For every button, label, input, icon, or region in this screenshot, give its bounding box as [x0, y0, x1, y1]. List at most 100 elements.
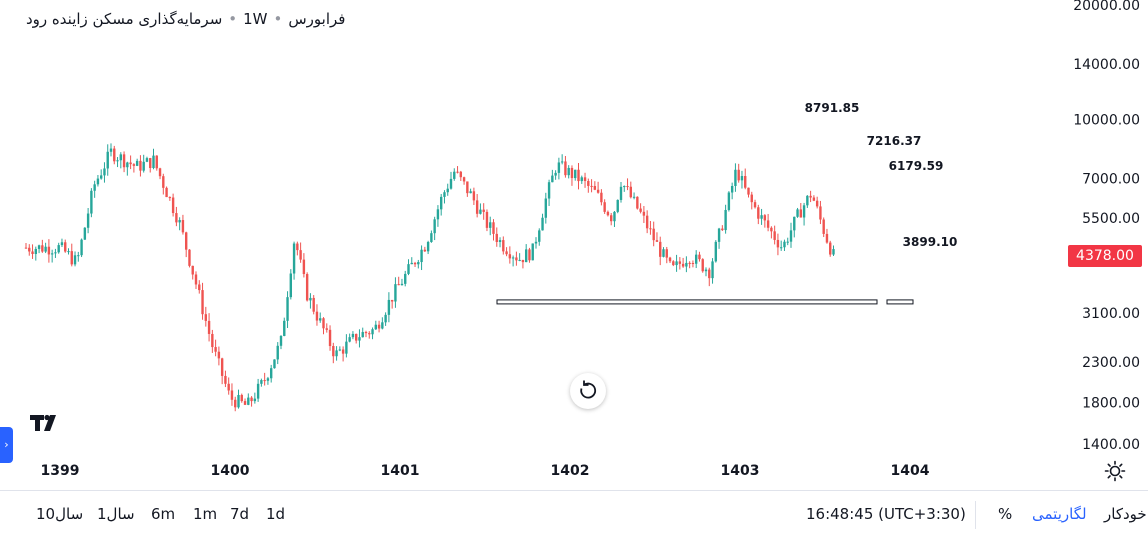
support-line-handle[interactable] [886, 299, 914, 305]
candle-body [626, 186, 629, 188]
legend-exchange: فرابورس [288, 10, 346, 28]
candle-body [181, 220, 185, 233]
candle-body [332, 346, 335, 357]
price-chart[interactable]: 20000.00 14000.00 10000.00 7000.00 5500.00 31… [0, 0, 1148, 490]
candle-body [341, 349, 345, 354]
candle-body [188, 249, 191, 266]
candle-body [668, 257, 672, 262]
candle-body [191, 265, 194, 275]
candle-body [103, 168, 106, 176]
tradingview-logo[interactable] [22, 405, 68, 441]
candle-body [796, 209, 799, 217]
last-price-tag: 4378.00 [1068, 245, 1142, 267]
reset-chart-button[interactable] [570, 373, 606, 409]
candle-body [541, 217, 544, 231]
candle-body [642, 211, 646, 216]
candle-body [184, 232, 188, 250]
percent-scale-toggle[interactable]: % [998, 505, 1013, 523]
candle-body [309, 297, 312, 301]
candle-body [214, 347, 217, 352]
y-axis[interactable]: 20000.00 14000.00 10000.00 7000.00 5500.00 31… [1073, 0, 1140, 453]
candle-body [649, 228, 652, 230]
timeframe-1m-button[interactable]: 1m [193, 505, 218, 523]
candle-body [263, 380, 266, 382]
toolbar-divider [975, 501, 976, 529]
candle-body [234, 399, 237, 408]
left-panel-toggle[interactable]: › [0, 427, 13, 463]
candle-body [387, 299, 391, 315]
candle-body [122, 154, 126, 168]
settings-gear-icon[interactable] [1104, 460, 1126, 482]
candle-body [508, 254, 512, 259]
candle-body [175, 213, 178, 223]
y-tick-label: 2300.00 [1082, 355, 1140, 371]
candle-body [345, 341, 348, 354]
candle-body [149, 158, 152, 169]
support-line-segment[interactable] [496, 299, 878, 305]
candle-body [211, 333, 214, 348]
candles [24, 143, 835, 412]
candle-body [302, 259, 306, 275]
timeframe-1d-button[interactable]: 1d [266, 505, 286, 523]
y-tick-label: 3100.00 [1082, 306, 1140, 322]
candle-body [152, 155, 155, 169]
candle-body [472, 191, 476, 201]
candle-body [243, 401, 247, 405]
support-line[interactable] [496, 299, 914, 305]
candle-body [335, 350, 338, 357]
timeframe-1y-button[interactable]: 1سال [97, 505, 135, 523]
candle-body [204, 314, 208, 321]
candle-body [829, 242, 832, 255]
candle-body [217, 351, 221, 359]
candle-body [717, 228, 721, 242]
timeframe-7d-button[interactable]: 7d [230, 505, 250, 523]
candle-body [613, 211, 616, 222]
candle-body [737, 169, 740, 181]
candle-body [430, 233, 433, 243]
candle-body [31, 251, 34, 255]
x-axis[interactable]: 1399 1400 1401 1402 1403 1404 [41, 463, 930, 479]
candle-body [145, 158, 149, 162]
y-tick-label: 14000.00 [1073, 57, 1140, 73]
reset-icon [580, 380, 597, 399]
candle-body [230, 390, 234, 400]
candle-body [96, 178, 100, 185]
candle-body [139, 160, 142, 171]
candle-body [237, 394, 240, 408]
candle-body [413, 262, 417, 265]
candle-body [773, 231, 776, 240]
candle-body [766, 220, 770, 228]
candle-body [694, 254, 698, 264]
candle-body [551, 175, 554, 183]
log-scale-toggle[interactable]: لگاریتمی [1032, 505, 1087, 523]
candle-body [109, 148, 113, 152]
candle-body [580, 177, 583, 182]
candle-body [417, 262, 420, 265]
candle-body [528, 249, 531, 261]
candle-body [394, 284, 397, 302]
candle-body [636, 196, 639, 209]
candle-body [354, 333, 358, 341]
candle-body [41, 245, 44, 252]
candle-body [482, 209, 485, 212]
candle-body [757, 207, 760, 219]
candle-body [747, 187, 750, 195]
candle-body [567, 167, 570, 176]
candle-body [54, 252, 57, 254]
candle-body [273, 359, 276, 369]
candle-body [596, 189, 600, 193]
timeframe-6m-button[interactable]: 6m [151, 505, 176, 523]
timeframe-10y-button[interactable]: 10سال [36, 505, 84, 523]
candle-body [420, 249, 423, 263]
candle-body [250, 397, 253, 402]
candle-body [691, 263, 695, 265]
candle-body [390, 299, 394, 302]
candle-body [799, 209, 803, 218]
candle-body [822, 219, 825, 234]
candle-body [776, 239, 780, 248]
y-tick-label: 20000.00 [1073, 0, 1140, 14]
candle-body [207, 320, 211, 334]
auto-scale-toggle[interactable]: خودکار [1104, 505, 1147, 523]
clock-timezone[interactable]: 16:48:45 (UTC+3:30) [806, 505, 966, 523]
candle-body [426, 242, 430, 252]
